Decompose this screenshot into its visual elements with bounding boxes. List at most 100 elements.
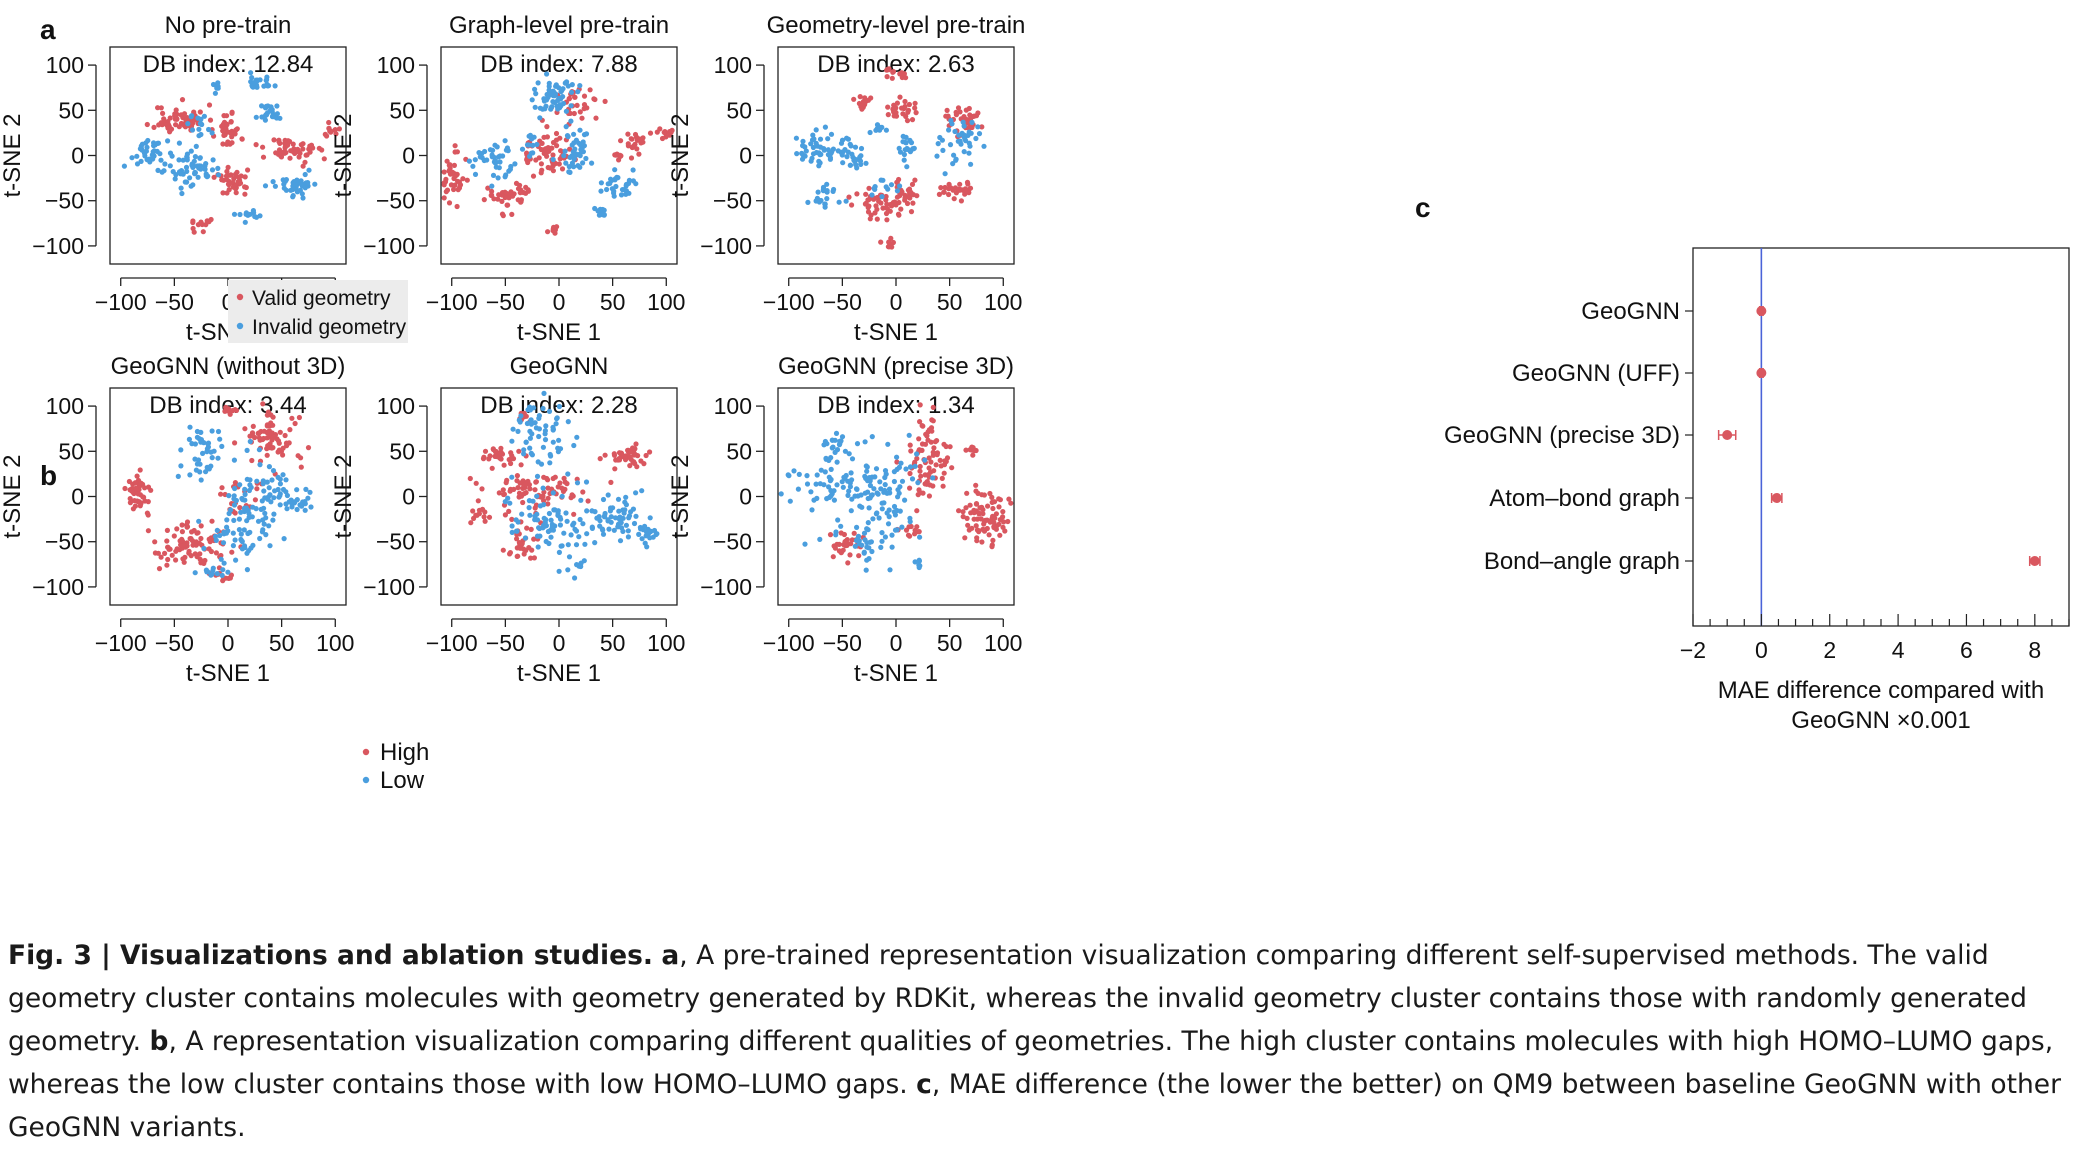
data-point (897, 94, 903, 100)
data-point (453, 172, 459, 178)
data-point (134, 473, 140, 479)
data-point (987, 490, 993, 497)
data-point (509, 523, 515, 529)
data-point (973, 523, 979, 529)
data-point (795, 486, 802, 492)
data-point (290, 141, 296, 147)
x-tick-label: 50 (600, 289, 626, 315)
data-point (269, 477, 275, 483)
data-point (541, 489, 547, 495)
data-point (450, 169, 456, 175)
data-point (851, 157, 857, 163)
data-point (611, 452, 618, 458)
x-tick-label: 6 (1960, 637, 1973, 663)
data-point (872, 474, 878, 480)
x-tick-label: −2 (1680, 637, 1706, 663)
x-axis-label-line1: MAE difference compared with (1718, 677, 2044, 704)
data-point (903, 466, 909, 472)
data-point (152, 539, 158, 545)
data-point (225, 164, 231, 170)
data-point (628, 136, 634, 142)
data-point (182, 179, 188, 185)
data-point (571, 511, 577, 517)
data-point (907, 470, 913, 477)
data-point (253, 142, 259, 148)
data-point (946, 191, 952, 198)
data-point (156, 566, 163, 572)
data-point (903, 75, 909, 81)
data-point (519, 146, 526, 152)
data-point (232, 485, 238, 492)
data-point (495, 196, 501, 202)
data-point (553, 421, 559, 427)
data-point (294, 506, 300, 513)
data-point (930, 449, 936, 455)
data-point (1002, 528, 1008, 534)
data-point (960, 509, 966, 515)
data-point (854, 191, 860, 197)
data-point (201, 113, 207, 119)
data-point (521, 451, 527, 457)
data-point (832, 545, 839, 551)
data-point (552, 92, 558, 98)
data-point (601, 514, 608, 520)
y-axis-label: t-SNE 2 (0, 454, 26, 538)
data-point (558, 96, 564, 102)
data-point (625, 131, 631, 137)
data-point (443, 176, 449, 182)
data-point (138, 145, 144, 151)
data-point (904, 145, 910, 152)
data-point (524, 420, 531, 427)
y-tick-label: −50 (45, 529, 84, 555)
caption-c-label: c (916, 1069, 932, 1100)
data-point (879, 194, 885, 200)
data-point (907, 464, 914, 470)
data-point (804, 473, 810, 479)
data-point (956, 132, 962, 138)
data-point (277, 115, 283, 121)
data-point (261, 521, 267, 527)
data-point (261, 488, 267, 494)
data-point (554, 224, 560, 230)
data-point (974, 527, 981, 533)
x-tick-label: 50 (269, 630, 295, 656)
data-point (963, 107, 969, 113)
data-point (625, 528, 631, 534)
data-point (861, 530, 868, 536)
data-point (242, 191, 248, 197)
data-point (508, 450, 514, 456)
data-point (914, 455, 920, 462)
data-point (814, 472, 820, 478)
data-point (568, 89, 575, 95)
data-point (637, 136, 643, 142)
data-point (582, 541, 588, 547)
data-point (296, 414, 302, 421)
data-point (579, 115, 585, 121)
data-point (909, 117, 916, 123)
data-point (268, 108, 274, 114)
data-point (523, 184, 529, 190)
data-point (194, 428, 200, 435)
data-point (221, 132, 227, 138)
value-point (1771, 493, 1782, 503)
data-point (876, 198, 882, 204)
data-point (545, 485, 551, 491)
data-point (252, 497, 258, 503)
data-point (247, 477, 253, 483)
data-point (572, 146, 578, 152)
data-point (224, 122, 230, 128)
data-point (220, 190, 226, 196)
data-point (486, 514, 493, 520)
data-point (891, 478, 898, 485)
data-point (539, 140, 545, 146)
data-point (267, 543, 273, 549)
data-point (947, 142, 954, 148)
data-point (883, 184, 889, 190)
data-point (250, 208, 256, 214)
data-point (516, 540, 523, 546)
data-point (917, 419, 923, 425)
data-point (844, 154, 850, 160)
data-point (975, 124, 981, 130)
data-point (507, 488, 513, 494)
x-axis-label: t-SNE 1 (854, 660, 938, 687)
